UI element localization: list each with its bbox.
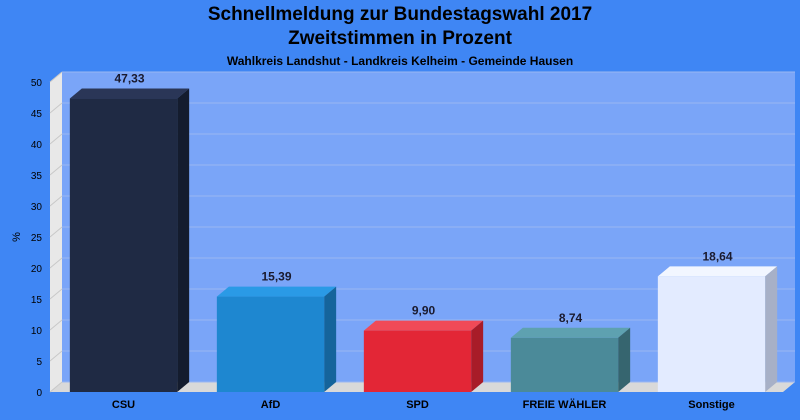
bar	[657, 266, 778, 392]
y-tick-label: 15	[31, 295, 43, 306]
data-label: 8,74	[559, 311, 583, 325]
chart-title-line-2: Zweitstimmen in Prozent	[288, 28, 512, 49]
category-labels: CSU AfD SPD FREIE WÄHLER Sonstige	[112, 398, 735, 411]
data-label: 9,90	[412, 304, 436, 318]
bar-front	[657, 276, 766, 392]
chart-subtitle: Wahlkreis Landshut - Landkreis Kelheim -…	[226, 54, 574, 68]
bar-side	[177, 88, 190, 392]
bar-top	[216, 286, 337, 297]
data-label: 47,33	[114, 72, 144, 86]
data-label: 18,64	[702, 249, 732, 263]
y-tick-label: 25	[31, 233, 43, 244]
bar-side	[471, 320, 484, 392]
grid-line-left	[49, 226, 63, 238]
x-tick-label: Sonstige	[688, 399, 734, 411]
y-tick-label: 20	[31, 264, 43, 275]
bar-front	[69, 98, 178, 392]
chart-title: Schnellmeldung zur Bundestagswahl 2017	[207, 4, 593, 25]
grid-line-left	[49, 319, 63, 331]
x-tick-label: SPD	[406, 399, 429, 411]
bar-top	[510, 327, 631, 338]
bar-front	[216, 296, 325, 392]
grid-line-left	[49, 257, 63, 269]
bar	[510, 327, 631, 392]
y-tick-label: 35	[31, 171, 43, 182]
grid-line-left	[49, 71, 63, 83]
y-tick-label: 0	[36, 388, 42, 399]
x-tick-label: AfD	[261, 399, 281, 411]
x-tick-label: FREIE WÄHLER	[523, 398, 607, 411]
grid-line-left	[49, 133, 63, 145]
bar-front	[510, 337, 619, 392]
bar-side	[765, 266, 778, 392]
y-tick-label: 50	[31, 78, 43, 89]
bar-side	[324, 286, 337, 392]
y-tick-label: 40	[31, 140, 43, 151]
bar	[363, 320, 484, 392]
y-axis-ticks: 0 5 10 15 20 25 30 35 40 45 50	[31, 78, 43, 399]
bar-side	[618, 327, 631, 392]
bar-top	[657, 266, 778, 277]
grid-line-left	[49, 102, 63, 114]
data-label: 15,39	[261, 270, 291, 284]
grid-line-left	[49, 381, 63, 393]
bar-front	[363, 330, 472, 392]
y-tick-label: 30	[31, 202, 43, 213]
grid-line-left	[49, 164, 63, 176]
grid-line-left	[49, 195, 63, 207]
y-tick-label: 10	[31, 326, 43, 337]
grid-line-left	[49, 350, 63, 362]
y-tick-label: 5	[36, 357, 42, 368]
y-axis-label: %	[11, 232, 23, 242]
grid-line-left	[49, 288, 63, 300]
bar-top	[363, 320, 484, 331]
bar-labels: 47,33 15,39 9,90 8,74 18,64	[114, 72, 732, 325]
bars	[69, 88, 778, 392]
bar-top	[69, 88, 190, 99]
y-tick-label: 45	[31, 109, 43, 120]
bar	[216, 286, 337, 392]
bar	[69, 88, 190, 392]
x-tick-label: CSU	[112, 399, 135, 411]
